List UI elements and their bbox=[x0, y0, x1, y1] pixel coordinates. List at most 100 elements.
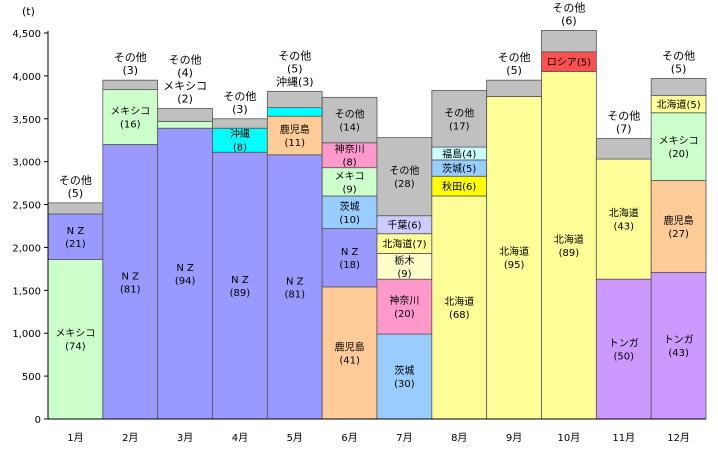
x-tick-label: 11月 bbox=[612, 432, 635, 444]
bar-segment-kanagawa bbox=[376, 278, 433, 335]
bar-segment-other bbox=[486, 79, 542, 97]
y-tick-label: 0 bbox=[35, 415, 41, 426]
segment-label: N Z (81) bbox=[284, 276, 305, 300]
x-tick-label: 10月 bbox=[558, 432, 581, 444]
segment-label: メキシコ(16) bbox=[110, 107, 150, 131]
bar-top-label: その他(4)メキシコ(2) bbox=[163, 53, 207, 105]
bar-top-label: その他(7) bbox=[607, 110, 640, 136]
bar-segment-mexico bbox=[102, 89, 159, 145]
bar-segment-hokkaido bbox=[595, 158, 652, 280]
segment-label: 北海道(89) bbox=[554, 233, 584, 259]
bar-segment-other bbox=[47, 202, 104, 215]
segment-label: メキコ(9) bbox=[335, 171, 365, 195]
x-tick-label: 3月 bbox=[177, 432, 193, 444]
bar-segment-other bbox=[321, 96, 378, 144]
y-tick-label: 4,500 bbox=[12, 29, 41, 40]
x-tick-label: 12月 bbox=[667, 432, 690, 444]
segment-label: 沖縄(8) bbox=[230, 128, 250, 154]
bar-segment-okinawa bbox=[266, 107, 323, 117]
segment-label: 北海道(7) bbox=[382, 238, 426, 251]
segment-label: 神奈川(8) bbox=[335, 143, 365, 169]
bar-top-label: その他(5) bbox=[662, 49, 695, 75]
segment-label: 福島(4) bbox=[442, 148, 476, 161]
segment-label: 秋田(6) bbox=[442, 180, 476, 193]
bar-top-label: その他(3) bbox=[114, 51, 147, 77]
bar-segment-other bbox=[541, 30, 597, 53]
segment-label: 茨城(10) bbox=[339, 200, 360, 226]
y-axis-ticks: 4,500 4,000 3,500 3,000 2,500 2,000 1,500 1,000… bbox=[12, 29, 48, 426]
bar-segment-kagoshima bbox=[321, 286, 378, 420]
segment-label: トンガ(50) bbox=[609, 338, 639, 363]
bar-segment-kagoshima bbox=[266, 115, 323, 156]
bar-segment-nz bbox=[266, 154, 323, 420]
segment-label: 千葉(6) bbox=[387, 219, 421, 232]
y-tick-label: 2,000 bbox=[12, 243, 41, 254]
x-tick-label: 7月 bbox=[396, 432, 412, 444]
bar-segment-hokkaido bbox=[541, 71, 597, 420]
bar-segment-kagoshima bbox=[650, 180, 707, 273]
x-tick-label: 9月 bbox=[506, 432, 522, 444]
bar-top-label: その他(5)沖縄(3) bbox=[276, 49, 314, 88]
bar-top-label: その他(5) bbox=[498, 51, 531, 77]
segment-label: メキシコ(20) bbox=[659, 136, 699, 160]
segment-label: N Z (94) bbox=[175, 263, 196, 287]
segment-label: その他(17) bbox=[444, 106, 474, 132]
bar-segment-other bbox=[212, 118, 268, 129]
bar-segment-ibaraki bbox=[321, 195, 378, 229]
segment-label: 北海道(43) bbox=[609, 207, 639, 233]
x-axis-labels: 1月 2月 3月 4月 5月 6月 7月 8月 9月 10月 11月 12月 bbox=[67, 432, 690, 444]
x-tick-label: 1月 bbox=[67, 432, 83, 444]
segment-label: ロシア(5) bbox=[547, 58, 591, 69]
segment-label: N Z (89) bbox=[230, 275, 251, 299]
bar-segment-other bbox=[376, 137, 433, 217]
segment-label: N Z (81) bbox=[120, 271, 141, 295]
segment-label: 鹿児島(41) bbox=[335, 340, 365, 366]
bar-top-label: その他(5) bbox=[59, 174, 92, 200]
x-tick-label: 2月 bbox=[122, 432, 138, 444]
bar-segment-hokkaido bbox=[431, 195, 488, 420]
y-axis-unit: (t) bbox=[22, 5, 35, 18]
bars-layer bbox=[47, 30, 707, 420]
axes-layer bbox=[47, 31, 706, 420]
bar-segment-mexico bbox=[650, 112, 707, 181]
segment-label: 茨城(5) bbox=[442, 162, 476, 175]
segment-label: 栃木(9) bbox=[394, 254, 414, 280]
segment-label: 北海道(5) bbox=[656, 98, 700, 111]
bar-top-label: その他(6) bbox=[552, 1, 585, 27]
segment-label: その他(14) bbox=[335, 108, 365, 134]
x-tick-label: 6月 bbox=[341, 432, 357, 444]
y-tick-label: 3,000 bbox=[12, 158, 41, 169]
y-tick-label: 1,000 bbox=[12, 329, 41, 340]
bar-segment-nz bbox=[321, 228, 378, 288]
bar-segment-other bbox=[102, 79, 159, 91]
y-tick-label: 3,500 bbox=[12, 115, 41, 126]
bar-top-label: その他(3) bbox=[223, 90, 256, 116]
y-tick-label: 1,500 bbox=[12, 286, 41, 297]
y-tick-label: 4,000 bbox=[12, 72, 41, 83]
bar-segment-other bbox=[650, 78, 707, 97]
bar-segment-okinawa bbox=[212, 127, 268, 153]
segment-label: 鹿児島(27) bbox=[664, 214, 694, 240]
segment-label: 神奈川(20) bbox=[389, 294, 419, 320]
segment-label: メキシコ(74) bbox=[55, 329, 95, 353]
bar-segment-mexico bbox=[321, 167, 378, 197]
x-tick-label: 8月 bbox=[451, 432, 467, 444]
segment-label: N Z (21) bbox=[65, 226, 86, 250]
bar-segment-other bbox=[157, 108, 213, 122]
x-tick-label: 5月 bbox=[287, 432, 303, 444]
labels-layer: メキシコ(74) N Z (21) その他(5) N Z (81) メキシコ(16) その他(… bbox=[55, 1, 700, 390]
y-tick-label: 2,500 bbox=[12, 201, 41, 212]
segment-label: トンガ(43) bbox=[664, 334, 694, 359]
segment-label: 鹿児島(11) bbox=[280, 123, 310, 149]
y-tick-label: 500 bbox=[22, 372, 41, 383]
segment-label: 北海道(95) bbox=[499, 245, 529, 271]
segment-label: 北海道(68) bbox=[444, 295, 474, 321]
bar-segment-ibaraki bbox=[376, 333, 433, 420]
segment-label: 茨城(30) bbox=[394, 364, 415, 390]
bar-segment-nz bbox=[212, 151, 268, 420]
x-tick-label: 4月 bbox=[232, 432, 248, 444]
segment-label: N Z (18) bbox=[339, 247, 360, 271]
bar-segment-other bbox=[266, 90, 323, 109]
bar-segment-mexico bbox=[157, 120, 213, 129]
